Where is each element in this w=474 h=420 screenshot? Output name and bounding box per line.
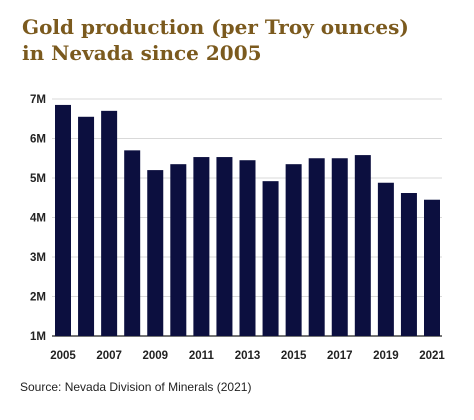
- x-tick-label: 2021: [419, 350, 445, 362]
- bar-2021: [424, 199, 440, 336]
- bar-2011: [193, 157, 210, 336]
- bar-2007: [101, 110, 118, 336]
- bar-2010: [170, 164, 187, 336]
- x-tick-label: 2005: [50, 350, 76, 362]
- y-tick-label: 2M: [30, 292, 46, 304]
- bar-2018: [354, 155, 371, 336]
- x-tick-label: 2011: [189, 350, 215, 362]
- bar-2006: [78, 116, 95, 336]
- bar-2013: [239, 160, 256, 336]
- bar-2019: [377, 182, 394, 336]
- bar-2009: [147, 170, 164, 336]
- bar-2005: [55, 104, 71, 337]
- bar-2020: [400, 193, 417, 336]
- x-tick-label: 2013: [235, 350, 261, 362]
- bar-2016: [308, 158, 325, 336]
- x-axis-ticks: 2005 2007 2009 2011 2013 2015 2017 2019 2021: [50, 350, 445, 362]
- x-tick-label: 2019: [373, 350, 399, 362]
- bar-2015: [285, 164, 302, 336]
- chart-title-line-2: in Nevada since 2005: [22, 41, 262, 65]
- chart-title-line-1: Gold production (per Troy ounces): [22, 15, 409, 39]
- y-tick-label: 1M: [30, 331, 46, 343]
- source-note: Source: Nevada Division of Minerals (202…: [20, 380, 252, 394]
- y-tick-label: 7M: [30, 94, 46, 106]
- bar-2012: [216, 157, 233, 336]
- y-tick-label: 4M: [30, 213, 46, 225]
- y-tick-label: 5M: [30, 173, 46, 185]
- x-tick-label: 2009: [142, 350, 168, 362]
- y-axis-ticks: 1M 2M 3M 4M 5M 6M 7M: [30, 94, 46, 343]
- x-tick-label: 2007: [96, 350, 122, 362]
- x-tick-label: 2015: [281, 350, 307, 362]
- bar-2014: [262, 181, 279, 336]
- x-tick-label: 2017: [327, 350, 353, 362]
- y-tick-label: 6M: [30, 134, 46, 146]
- y-tick-label: 3M: [30, 252, 46, 264]
- bar-2008: [124, 150, 141, 336]
- bar-2017: [331, 158, 348, 336]
- bars: [55, 104, 440, 337]
- chart-title: Gold production (per Troy ounces) in Nev…: [22, 14, 462, 66]
